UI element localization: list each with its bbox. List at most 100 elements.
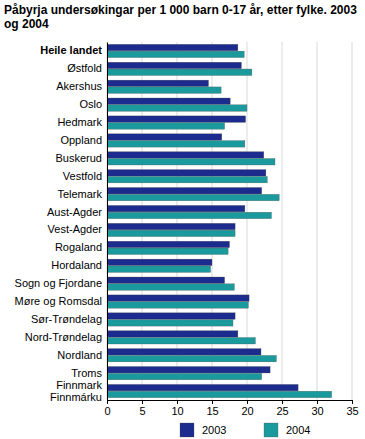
bar bbox=[107, 141, 245, 147]
bar bbox=[107, 284, 234, 290]
bar bbox=[107, 223, 235, 229]
bars bbox=[107, 44, 332, 397]
bar bbox=[107, 69, 252, 75]
y-tick: Østfold bbox=[67, 62, 107, 74]
y-tick: Aust-Agder bbox=[47, 206, 107, 218]
y-tick-label-line: Akershus bbox=[56, 80, 102, 92]
y-tick: Oslo bbox=[79, 98, 107, 110]
chart: Påbyrja undersøkingar per 1 000 barn 0-1… bbox=[0, 0, 365, 439]
bar bbox=[107, 87, 221, 93]
x-tick-label: 15 bbox=[206, 405, 218, 417]
bar bbox=[107, 44, 238, 50]
y-tick: Akershus bbox=[56, 80, 107, 92]
x-tick: 20 bbox=[241, 400, 253, 417]
y-tick-label: Hordaland bbox=[51, 259, 102, 271]
y-tick: Telemark bbox=[57, 188, 107, 200]
y-tick-label: Aust-Agder bbox=[47, 206, 102, 218]
bar bbox=[107, 320, 233, 326]
y-tick: Heile landet bbox=[40, 44, 107, 56]
y-tick-label-line: Møre og Romsdal bbox=[15, 295, 102, 307]
legend-item: 2003 bbox=[180, 423, 226, 437]
x-tick: 10 bbox=[171, 400, 183, 417]
legend-swatch bbox=[264, 423, 278, 437]
bar bbox=[107, 176, 267, 182]
x-tick-mark bbox=[317, 400, 318, 404]
bar bbox=[107, 373, 262, 379]
y-tick: Sør-Trøndelag bbox=[31, 313, 107, 325]
x-axis: 0 5 10 15 20 25 30 35 bbox=[104, 400, 358, 417]
bar bbox=[107, 349, 261, 355]
x-tick-label: 10 bbox=[171, 405, 183, 417]
bar bbox=[107, 134, 222, 140]
y-tick-label-line: Oslo bbox=[79, 98, 102, 110]
bar bbox=[107, 277, 225, 283]
x-tick: 15 bbox=[206, 400, 218, 417]
grid-line bbox=[177, 42, 178, 400]
bar bbox=[107, 248, 228, 254]
bar bbox=[107, 302, 248, 308]
y-tick-label: Akershus bbox=[56, 80, 102, 92]
bar bbox=[107, 170, 266, 176]
bar bbox=[107, 205, 245, 211]
bar bbox=[107, 194, 279, 200]
bar bbox=[107, 62, 241, 68]
y-tick: Buskerud bbox=[56, 152, 107, 164]
bar bbox=[107, 80, 209, 86]
x-tick-label: 35 bbox=[346, 405, 358, 417]
y-tick-label: Sogn og Fjordane bbox=[15, 277, 102, 289]
x-tick-mark bbox=[177, 400, 178, 404]
x-axis-line bbox=[108, 400, 353, 401]
legend: 2003 2004 bbox=[180, 423, 310, 437]
x-tick: 25 bbox=[276, 400, 288, 417]
y-tick: Vest-Agder bbox=[48, 223, 107, 235]
x-tick-label: 30 bbox=[311, 405, 323, 417]
bar bbox=[107, 188, 262, 194]
bar bbox=[107, 159, 275, 165]
y-tick: FinnmarkFinnmárku bbox=[50, 379, 107, 403]
bar bbox=[107, 295, 249, 301]
x-tick: 5 bbox=[139, 400, 145, 417]
legend-label: 2004 bbox=[286, 424, 310, 436]
y-tick-label-line: Finnmárku bbox=[50, 391, 102, 403]
title-line: og 2004 bbox=[4, 17, 49, 31]
y-tick-label-line: Finnmark bbox=[56, 379, 102, 391]
x-tick-mark bbox=[142, 400, 143, 404]
y-axis: Heile landet Østfold Akershus Oslo Hedmark Op… bbox=[15, 43, 108, 403]
x-tick-label: 25 bbox=[276, 405, 288, 417]
grid-line bbox=[212, 42, 213, 400]
y-tick: Hedmark bbox=[57, 116, 107, 128]
x-tick-mark bbox=[107, 400, 108, 404]
y-tick-label-line: Rogaland bbox=[55, 241, 102, 253]
y-tick: Vestfold bbox=[63, 170, 107, 182]
y-tick-label: Hedmark bbox=[57, 116, 102, 128]
y-tick-label: Oppland bbox=[60, 134, 102, 146]
y-tick-label-line: Sogn og Fjordane bbox=[15, 277, 102, 289]
series-bars bbox=[107, 51, 332, 398]
x-tick-label: 20 bbox=[241, 405, 253, 417]
grid-line bbox=[107, 42, 108, 400]
bar bbox=[107, 259, 212, 265]
y-tick-label: Nordland bbox=[57, 349, 102, 361]
bar bbox=[107, 241, 230, 247]
y-tick-label-line: Hordaland bbox=[51, 259, 102, 271]
x-tick-mark bbox=[282, 400, 283, 404]
x-tick: 35 bbox=[346, 400, 358, 417]
grid bbox=[107, 42, 352, 400]
bar bbox=[107, 105, 247, 111]
legend-swatch bbox=[180, 423, 194, 437]
y-tick-label: Sør-Trøndelag bbox=[31, 313, 102, 325]
x-tick-label: 0 bbox=[104, 405, 110, 417]
y-tick-label-line: Buskerud bbox=[56, 152, 102, 164]
y-tick-label: Rogaland bbox=[55, 241, 102, 253]
y-tick-label-line: Sør-Trøndelag bbox=[31, 313, 102, 325]
x-tick-label: 5 bbox=[139, 405, 145, 417]
bar bbox=[107, 116, 246, 122]
y-tick: Hordaland bbox=[51, 259, 107, 271]
y-tick-label-line: Oppland bbox=[60, 134, 102, 146]
y-tick-label-line: Østfold bbox=[67, 62, 102, 74]
title-line: Påbyrja undersøkingar per 1 000 barn 0-1… bbox=[4, 3, 357, 17]
x-tick-mark bbox=[212, 400, 213, 404]
y-tick: Sogn og Fjordane bbox=[15, 277, 107, 289]
bar bbox=[107, 313, 235, 319]
x-tick-mark bbox=[352, 400, 353, 404]
